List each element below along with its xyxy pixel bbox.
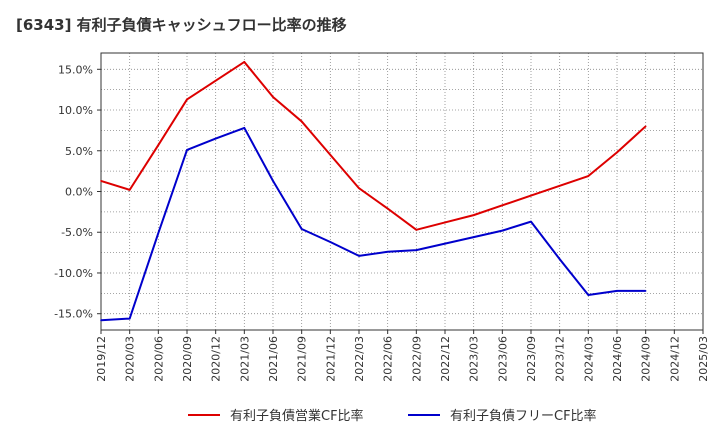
x-tick-label: 2022/12: [439, 336, 452, 382]
data-point: [100, 319, 102, 322]
data-point: [358, 187, 360, 190]
data-point: [501, 204, 504, 207]
data-point: [530, 194, 532, 197]
data-point: [128, 317, 131, 320]
data-point: [358, 255, 360, 257]
data-point: [100, 180, 102, 182]
data-point: [644, 290, 647, 292]
data-point: [329, 241, 332, 243]
data-point: [644, 125, 647, 128]
data-point: [386, 207, 389, 210]
data-point: [501, 229, 504, 232]
x-tick-label: 2021/12: [324, 336, 337, 382]
x-tick-label: 2024/12: [668, 336, 681, 382]
y-tick-label: -15.0%: [54, 308, 93, 321]
x-tick-label: 2021/03: [238, 336, 251, 382]
data-point: [300, 228, 303, 230]
data-point: [272, 180, 274, 182]
x-tick-label: 2019/12: [95, 336, 108, 382]
x-tick-label: 2022/03: [353, 336, 366, 382]
data-point: [214, 137, 217, 140]
x-tick-label: 2024/09: [640, 336, 653, 382]
data-point: [530, 220, 532, 223]
data-point: [415, 249, 418, 251]
x-tick-label: 2020/12: [210, 336, 223, 382]
x-tick-label: 2025/03: [697, 336, 710, 382]
series-line-2: [100, 126, 646, 322]
data-point: [415, 228, 418, 231]
y-tick-label: 0.0%: [65, 186, 93, 199]
x-tick-label: 2023/12: [554, 336, 567, 382]
x-tick-label: 2020/03: [124, 336, 137, 382]
x-tick-label: 2024/06: [611, 336, 624, 382]
y-tick-label: 15.0%: [58, 63, 93, 76]
x-tick-label: 2022/06: [382, 336, 395, 382]
data-point: [128, 189, 131, 191]
data-point: [157, 232, 160, 234]
data-point: [587, 175, 590, 177]
y-tick-label: -5.0%: [61, 226, 93, 239]
x-tick-label: 2022/09: [410, 336, 423, 382]
data-point: [157, 144, 160, 146]
x-tick-label: 2024/03: [582, 336, 595, 382]
x-tick-label: 2021/06: [267, 336, 280, 382]
y-tick-label: 10.0%: [58, 104, 93, 117]
data-point: [214, 79, 217, 82]
x-tick-label: 2023/06: [496, 336, 509, 382]
data-point: [386, 250, 389, 253]
y-tick-label: -10.0%: [54, 267, 93, 280]
legend-label-2: 有利子負債フリーCF比率: [450, 408, 597, 424]
x-tick-label: 2020/06: [152, 336, 165, 382]
data-point: [243, 61, 246, 63]
y-tick-label: 5.0%: [65, 145, 93, 158]
data-point: [558, 258, 561, 260]
data-point: [300, 120, 303, 123]
data-point: [186, 149, 188, 151]
data-point: [272, 96, 274, 98]
data-point: [587, 294, 590, 296]
data-point: [186, 98, 188, 101]
data-point: [329, 154, 332, 156]
x-tick-label: 2020/09: [181, 336, 194, 382]
data-point: [472, 236, 475, 238]
series-line-1: [100, 60, 647, 231]
data-point: [444, 242, 446, 245]
data-point: [558, 184, 561, 187]
x-tick-label: 2021/09: [296, 336, 309, 382]
data-point: [616, 290, 618, 292]
data-point: [444, 221, 446, 224]
chart-title: [6343] 有利子負債キャッシュフロー比率の推移: [16, 16, 347, 34]
legend-label-1: 有利子負債営業CF比率: [230, 408, 364, 424]
data-point: [243, 127, 246, 129]
x-tick-label: 2023/03: [468, 336, 481, 382]
data-point: [472, 214, 475, 216]
x-tick-label: 2023/09: [525, 336, 538, 382]
data-point: [616, 151, 618, 154]
